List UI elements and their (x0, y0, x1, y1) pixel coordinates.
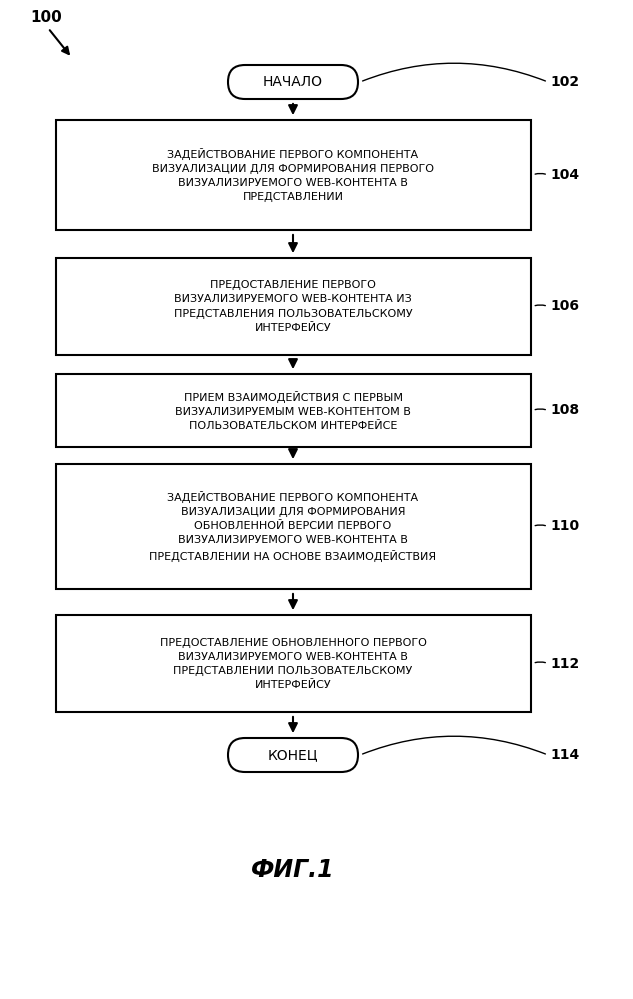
Text: ФИГ.1: ФИГ.1 (251, 858, 335, 882)
Bar (56, 374, 530, 447)
Text: 110: 110 (550, 519, 579, 533)
FancyBboxPatch shape (228, 738, 358, 772)
Text: НАЧАЛО: НАЧАЛО (263, 75, 323, 89)
Text: 100: 100 (30, 10, 62, 25)
Bar (56, 120, 530, 230)
Text: ЗАДЕЙСТВОВАНИЕ ПЕРВОГО КОМПОНЕНТА
ВИЗУАЛИЗАЦИИ ДЛЯ ФОРМИРОВАНИЯ ПЕРВОГО
ВИЗУАЛИЗ: ЗАДЕЙСТВОВАНИЕ ПЕРВОГО КОМПОНЕНТА ВИЗУАЛ… (152, 148, 434, 202)
Text: ПРЕДОСТАВЛЕНИЕ ПЕРВОГО
ВИЗУАЛИЗИРУЕМОГО WEB-КОНТЕНТА ИЗ
ПРЕДСТАВЛЕНИЯ ПОЛЬЗОВАТЕ: ПРЕДОСТАВЛЕНИЕ ПЕРВОГО ВИЗУАЛИЗИРУЕМОГО … (173, 281, 412, 333)
Text: 114: 114 (550, 748, 579, 762)
Bar (56, 464, 530, 589)
Text: ПРИЕМ ВЗАИМОДЕЙСТВИЯ С ПЕРВЫМ
ВИЗУАЛИЗИРУЕМЫМ WEB-КОНТЕНТОМ В
ПОЛЬЗОВАТЕЛЬСКОМ И: ПРИЕМ ВЗАИМОДЕЙСТВИЯ С ПЕРВЫМ ВИЗУАЛИЗИР… (175, 391, 411, 431)
Text: 108: 108 (550, 404, 579, 418)
Text: 102: 102 (550, 75, 579, 89)
Bar (56, 615, 530, 712)
FancyBboxPatch shape (228, 65, 358, 99)
Text: ЗАДЕЙСТВОВАНИЕ ПЕРВОГО КОМПОНЕНТА
ВИЗУАЛИЗАЦИИ ДЛЯ ФОРМИРОВАНИЯ
ОБНОВЛЕННОЙ ВЕРС: ЗАДЕЙСТВОВАНИЕ ПЕРВОГО КОМПОНЕНТА ВИЗУАЛ… (149, 491, 437, 562)
Text: 112: 112 (550, 656, 579, 670)
Bar (56, 258, 530, 355)
Text: 104: 104 (550, 168, 579, 182)
Text: КОНЕЦ: КОНЕЦ (268, 748, 318, 762)
Text: 106: 106 (550, 300, 579, 314)
Text: ПРЕДОСТАВЛЕНИЕ ОБНОВЛЕННОГО ПЕРВОГО
ВИЗУАЛИЗИРУЕМОГО WEB-КОНТЕНТА В
ПРЕДСТАВЛЕНИ: ПРЕДОСТАВЛЕНИЕ ОБНОВЛЕННОГО ПЕРВОГО ВИЗУ… (160, 637, 427, 689)
